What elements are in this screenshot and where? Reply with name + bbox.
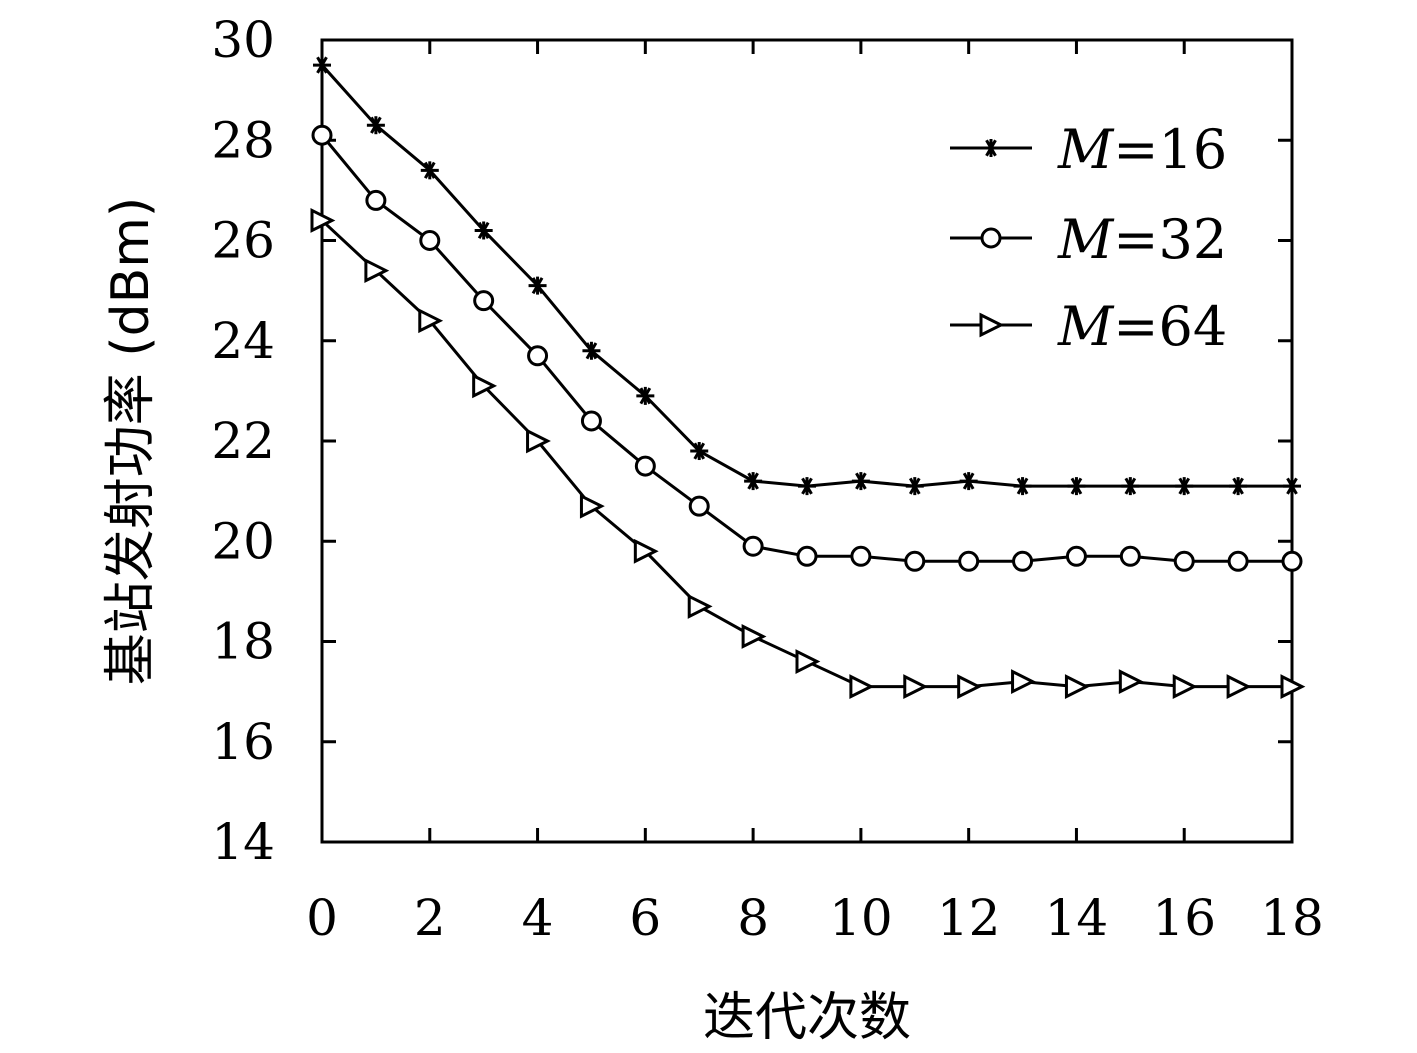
legend: M=16 M=32 M=64 <box>950 118 1227 358</box>
data-point <box>418 308 444 334</box>
data-point <box>905 477 924 496</box>
data-point <box>690 442 709 461</box>
x-tick-label: 6 <box>629 889 661 947</box>
data-point <box>957 674 983 700</box>
data-point <box>958 550 980 572</box>
series-line <box>320 219 1292 689</box>
data-point <box>1013 477 1032 496</box>
x-tick-label: 12 <box>937 889 1001 947</box>
data-point <box>634 455 656 477</box>
x-tick-label: 14 <box>1045 889 1109 947</box>
legend-item: M=64 <box>950 295 1227 358</box>
y-tick-label: 30 <box>211 11 275 69</box>
data-point <box>1229 477 1248 496</box>
data-point <box>364 258 390 284</box>
x-tick-labels: 0 2 4 6 8 10 12 14 16 18 <box>306 889 1324 947</box>
data-point <box>1065 545 1087 567</box>
data-point <box>1175 477 1194 496</box>
data-point <box>1227 550 1249 572</box>
x-tick-label: 10 <box>829 889 893 947</box>
y-tick-label: 22 <box>211 412 275 470</box>
x-tick-label: 18 <box>1260 889 1324 947</box>
data-point <box>1280 674 1306 700</box>
series-m-32 <box>311 124 1303 572</box>
data-point <box>903 674 929 700</box>
data-point <box>366 116 385 135</box>
data-point <box>1067 477 1086 496</box>
data-point <box>1012 550 1034 572</box>
data-point <box>1011 669 1036 695</box>
data-point <box>742 535 764 557</box>
data-point <box>526 428 551 454</box>
data-point <box>979 312 1005 338</box>
data-point <box>1173 550 1195 572</box>
data-point <box>473 290 495 312</box>
x-tick-label: 4 <box>522 889 554 947</box>
data-point <box>959 472 978 491</box>
data-point <box>849 674 875 700</box>
data-point <box>798 477 816 496</box>
data-point <box>796 545 818 567</box>
data-point <box>980 227 1002 249</box>
data-point <box>310 208 336 233</box>
data-point <box>851 472 870 491</box>
data-point <box>1119 545 1141 567</box>
data-point <box>472 373 498 399</box>
data-point <box>1283 477 1301 496</box>
legend-item: M=16 <box>950 118 1227 181</box>
data-point <box>1172 674 1198 700</box>
data-point <box>1121 477 1140 496</box>
data-point <box>795 649 821 674</box>
data-point <box>982 139 1000 157</box>
data-point <box>1064 674 1090 700</box>
series-m-64 <box>310 208 1306 700</box>
data-point <box>313 56 331 75</box>
data-point <box>474 221 493 240</box>
data-point <box>579 493 605 519</box>
y-tick-labels: 14 16 18 20 22 24 26 28 30 <box>211 11 275 871</box>
data-point <box>527 345 549 367</box>
y-tick-label: 28 <box>211 111 275 169</box>
x-tick-label: 2 <box>414 889 446 947</box>
x-tick-label: 0 <box>306 889 338 947</box>
data-point <box>582 341 601 360</box>
data-point <box>420 161 439 180</box>
x-axis-title: 迭代次数 <box>703 988 911 1048</box>
legend-label: M=16 <box>1057 118 1227 181</box>
y-axis-title: 基站发射功率 (dBm) <box>101 197 161 685</box>
data-point <box>419 230 441 251</box>
data-point <box>1118 669 1144 695</box>
data-point <box>528 276 547 295</box>
data-point <box>688 495 710 517</box>
legend-label: M=32 <box>1057 208 1227 271</box>
series-m-16 <box>313 56 1301 496</box>
data-point <box>311 124 333 146</box>
y-tick-label: 24 <box>211 312 275 370</box>
data-point <box>636 386 655 405</box>
y-tick-label: 18 <box>211 613 275 671</box>
data-point <box>850 545 872 567</box>
y-tick-label: 26 <box>211 212 275 270</box>
data-point <box>744 472 763 491</box>
series-layer <box>310 56 1306 700</box>
y-tick-label: 14 <box>211 813 275 871</box>
legend-label: M=64 <box>1057 295 1227 358</box>
data-point <box>633 538 659 564</box>
data-point <box>904 550 926 572</box>
data-point <box>365 189 387 211</box>
axis-ticks <box>320 38 1294 844</box>
data-point <box>1226 674 1252 700</box>
data-point <box>687 593 713 619</box>
data-point <box>1281 550 1303 572</box>
y-tick-label: 16 <box>211 713 275 771</box>
data-point <box>580 410 602 432</box>
y-tick-label: 20 <box>211 512 275 570</box>
x-tick-label: 16 <box>1152 889 1216 947</box>
legend-item: M=32 <box>950 208 1227 271</box>
data-point <box>741 624 767 649</box>
x-tick-label: 8 <box>737 889 769 947</box>
